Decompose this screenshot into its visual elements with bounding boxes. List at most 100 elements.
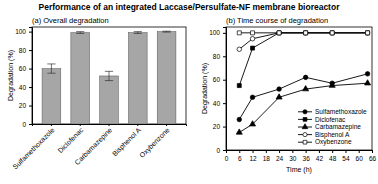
tick-mark bbox=[29, 106, 32, 107]
figure: Performance of an integrated Laccase/Per… bbox=[0, 0, 378, 184]
marker bbox=[303, 86, 309, 91]
error-line bbox=[162, 31, 170, 32]
tick-mark bbox=[239, 150, 240, 153]
y-tick: 40 bbox=[213, 100, 226, 107]
marker bbox=[250, 95, 255, 100]
error-line bbox=[76, 31, 84, 32]
marker bbox=[250, 36, 255, 41]
marker bbox=[277, 31, 282, 36]
tick-label: 20 bbox=[213, 123, 221, 130]
y-tick: 100 bbox=[15, 28, 32, 35]
tick-label: 18 bbox=[263, 155, 271, 162]
tick-mark bbox=[332, 150, 333, 153]
tick-label: 12 bbox=[249, 155, 257, 162]
tick-label: 100 bbox=[15, 28, 26, 35]
error-line bbox=[134, 33, 142, 34]
marker bbox=[236, 129, 242, 134]
y-tick: 80 bbox=[213, 53, 226, 60]
tick-label: 60 bbox=[356, 155, 364, 162]
tick-mark bbox=[223, 127, 226, 128]
error-line bbox=[162, 32, 170, 33]
marker bbox=[277, 31, 281, 35]
legend-label: Sulfamethoxazole bbox=[315, 108, 367, 115]
marker bbox=[237, 47, 242, 52]
marker bbox=[304, 31, 308, 35]
tick-label: 66 bbox=[369, 155, 377, 162]
axis-line bbox=[33, 125, 187, 127]
tick-mark bbox=[29, 87, 32, 88]
error-line bbox=[105, 80, 113, 81]
tick-label: 30 bbox=[289, 155, 297, 162]
bar bbox=[71, 33, 90, 124]
marker bbox=[251, 31, 255, 35]
x-tick: 54 bbox=[342, 150, 350, 162]
x-tick: 12 bbox=[249, 150, 257, 162]
tick-mark bbox=[372, 150, 373, 153]
tick-label: Sulfamethoxazole bbox=[11, 126, 55, 170]
x-tick: 48 bbox=[329, 150, 337, 162]
legend-marker bbox=[303, 132, 307, 136]
x-axis: 0612182430364248546066 bbox=[225, 150, 377, 162]
tick-label: 0 bbox=[22, 121, 26, 128]
figure-title: Performance of an integrated Laccase/Per… bbox=[39, 2, 341, 12]
x-tick: 30 bbox=[289, 150, 297, 162]
legend-marker bbox=[302, 124, 308, 129]
y-tick: 0 bbox=[216, 147, 226, 154]
panel-title: (b) Time course of degradation bbox=[226, 16, 328, 25]
plot-area bbox=[236, 31, 370, 135]
tick-mark bbox=[166, 124, 167, 126]
tick-label: 36 bbox=[303, 155, 311, 162]
tick-label: 24 bbox=[276, 155, 284, 162]
tick-mark bbox=[266, 150, 267, 153]
marker bbox=[366, 31, 370, 35]
tick-mark bbox=[137, 124, 138, 126]
tick-mark bbox=[29, 69, 32, 70]
tick-mark bbox=[253, 150, 254, 153]
tick-label: 42 bbox=[316, 155, 324, 162]
series-line bbox=[239, 33, 367, 49]
marker bbox=[303, 31, 308, 36]
bar bbox=[100, 76, 119, 124]
tick-label: 0 bbox=[225, 155, 229, 162]
tick-mark bbox=[279, 150, 280, 153]
x-tick: 66 bbox=[369, 150, 377, 162]
x-tick: 0 bbox=[225, 150, 229, 162]
tick-label: 48 bbox=[329, 155, 337, 162]
axis-line bbox=[223, 28, 227, 151]
tick-mark bbox=[226, 150, 227, 153]
marker bbox=[277, 87, 282, 92]
tick-label: Oxybenzone bbox=[138, 126, 172, 160]
y-tick: 40 bbox=[19, 84, 32, 91]
error-bar bbox=[105, 71, 113, 80]
tick-label: 20 bbox=[19, 102, 27, 109]
marker bbox=[330, 31, 335, 36]
bar bbox=[128, 33, 147, 124]
x-axis-title: Time (h) bbox=[286, 166, 312, 174]
tick-mark bbox=[29, 50, 32, 51]
tick-mark bbox=[319, 150, 320, 153]
marker bbox=[329, 82, 335, 87]
tick-label: 60 bbox=[19, 65, 27, 72]
tick-mark bbox=[109, 124, 110, 126]
legend-marker bbox=[303, 140, 307, 144]
tick-label: 100 bbox=[209, 29, 220, 36]
y-tick: 60 bbox=[19, 65, 32, 72]
tick-mark bbox=[306, 150, 307, 153]
bar bbox=[157, 32, 176, 124]
marker bbox=[330, 31, 334, 35]
y-axis-title: Degradation (%) bbox=[7, 50, 15, 101]
x-tick: Sulfamethoxazole bbox=[11, 124, 55, 171]
plot-frame bbox=[32, 27, 186, 124]
panel-title: (a) Overall degradation bbox=[32, 16, 109, 25]
error-line bbox=[109, 71, 110, 80]
marker bbox=[277, 31, 281, 35]
y-tick: 20 bbox=[213, 123, 226, 130]
tick-mark bbox=[292, 150, 293, 153]
error-bar bbox=[47, 64, 55, 73]
error-bar bbox=[162, 31, 170, 33]
tick-label: 80 bbox=[19, 47, 27, 54]
bar bbox=[42, 69, 61, 124]
tick-mark bbox=[51, 124, 52, 126]
x-tick: Oxybenzone bbox=[138, 124, 172, 160]
tick-mark bbox=[223, 150, 226, 151]
